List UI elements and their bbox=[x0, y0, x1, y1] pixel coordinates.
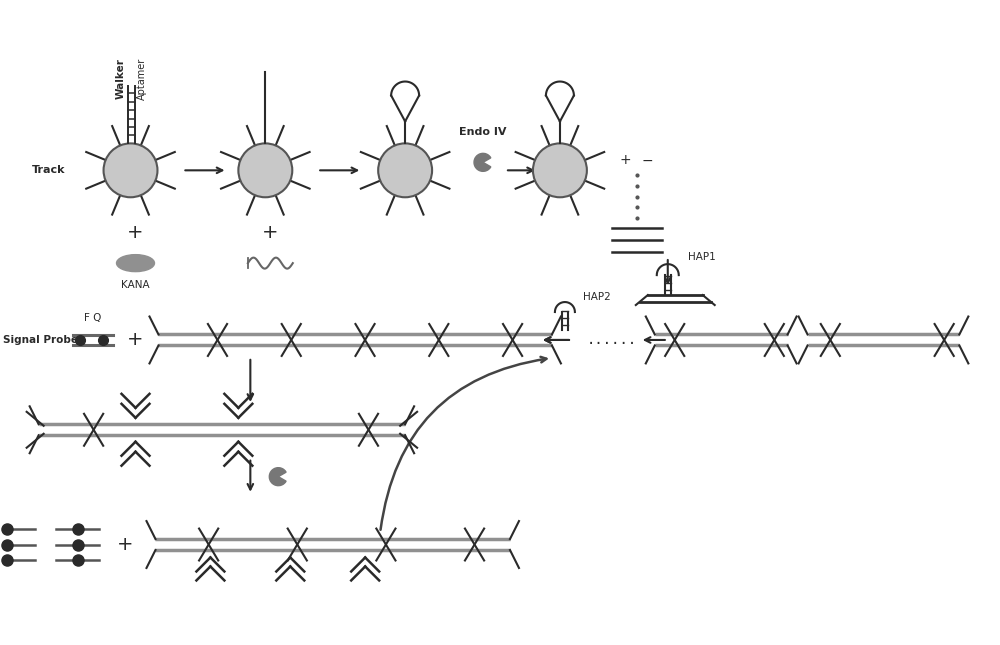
Text: Aptamer: Aptamer bbox=[136, 57, 146, 99]
Text: HAP1: HAP1 bbox=[688, 252, 715, 262]
Wedge shape bbox=[474, 154, 491, 172]
Circle shape bbox=[104, 143, 157, 197]
Circle shape bbox=[533, 143, 587, 197]
Text: −: − bbox=[642, 154, 654, 167]
Text: +: + bbox=[117, 535, 134, 554]
Text: Signal Prober: Signal Prober bbox=[3, 335, 83, 345]
Text: Endo IV: Endo IV bbox=[459, 128, 507, 137]
Text: KANA: KANA bbox=[121, 280, 150, 290]
Text: +: + bbox=[127, 330, 144, 350]
Text: Track: Track bbox=[32, 165, 66, 175]
Text: Walker: Walker bbox=[116, 58, 126, 99]
Text: ......: ...... bbox=[587, 333, 637, 347]
Circle shape bbox=[378, 143, 432, 197]
Text: +: + bbox=[127, 223, 144, 242]
Text: F Q: F Q bbox=[84, 313, 101, 323]
Text: +: + bbox=[262, 223, 279, 242]
Text: +: + bbox=[619, 154, 631, 167]
Circle shape bbox=[238, 143, 292, 197]
Ellipse shape bbox=[117, 255, 154, 272]
Wedge shape bbox=[269, 468, 286, 486]
Text: HAP2: HAP2 bbox=[583, 292, 611, 302]
